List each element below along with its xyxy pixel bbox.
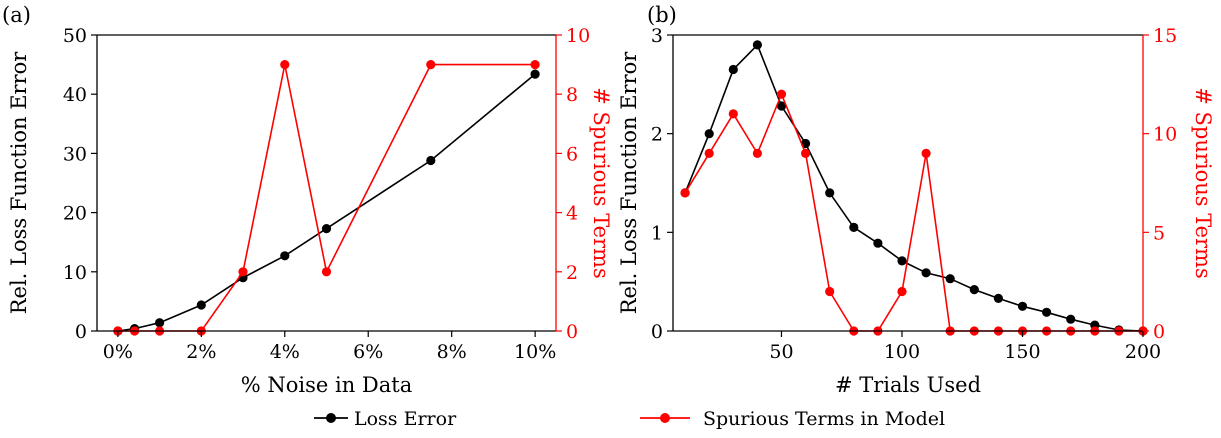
loss-error-line bbox=[117, 73, 536, 332]
y-right-tick-label: 10 bbox=[1153, 124, 1177, 146]
y-right-tick-label: 2 bbox=[566, 262, 578, 284]
y-right-tick-label: 8 bbox=[566, 84, 578, 106]
loss-error-point bbox=[752, 40, 763, 50]
legend-label: Spurious Terms in Model bbox=[703, 408, 945, 430]
loss-error-point bbox=[728, 64, 738, 75]
x-tick-label: 4% bbox=[270, 341, 300, 363]
panel-a: 0% 2% 4% 6% 8% 10% 0 10 20 30 40 50 0 2 4 6 8 10 % Noise i… bbox=[2, 3, 613, 397]
x-tick-label: 10% bbox=[514, 341, 556, 363]
y-right-axis-label: # Spurious Terms bbox=[589, 87, 613, 279]
y-left-tick-label: 1 bbox=[651, 222, 663, 244]
spurious-terms-point bbox=[801, 148, 811, 158]
x-tick-label: 200 bbox=[1125, 341, 1161, 363]
loss-error-point bbox=[825, 188, 835, 198]
y-left-tick-label: 50 bbox=[63, 25, 87, 47]
legend-marker bbox=[326, 413, 336, 423]
spurious-terms-point bbox=[238, 267, 248, 277]
spurious-terms-point bbox=[321, 267, 332, 277]
loss-error-point bbox=[1042, 307, 1052, 317]
spurious-terms-point bbox=[728, 109, 738, 119]
y-left-tick-label: 10 bbox=[63, 262, 87, 284]
y-left-axis-label: Rel. Loss Function Error bbox=[617, 51, 641, 315]
loss-error-point bbox=[993, 293, 1004, 303]
spurious-terms-point bbox=[897, 286, 907, 297]
loss-error-point bbox=[704, 129, 714, 139]
y-left-tick-label: 2 bbox=[651, 124, 663, 146]
loss-error-point bbox=[426, 155, 436, 166]
spurious-terms-point bbox=[680, 188, 690, 198]
spurious-terms-point bbox=[530, 60, 540, 70]
x-tick-label: 150 bbox=[1004, 341, 1040, 363]
loss-error-point bbox=[969, 285, 979, 295]
y-left-tick-label: 20 bbox=[63, 203, 87, 225]
x-tick-label: 100 bbox=[884, 341, 920, 363]
spurious-terms-point bbox=[426, 60, 436, 70]
y-right-tick-label: 5 bbox=[1153, 222, 1165, 244]
loss-error-point bbox=[873, 238, 883, 248]
loss-error-point bbox=[321, 224, 332, 234]
x-tick-label: 2% bbox=[186, 341, 216, 363]
spurious-terms-point bbox=[776, 89, 787, 99]
loss-error-point bbox=[1017, 301, 1028, 311]
y-right-tick-label: 6 bbox=[566, 143, 578, 165]
y-left-axis-label: Rel. Loss Function Error bbox=[7, 51, 31, 315]
x-tick-label: 6% bbox=[353, 341, 383, 363]
spurious-terms-point bbox=[752, 148, 763, 158]
y-right-tick-label: 4 bbox=[566, 203, 578, 225]
spurious-terms-line bbox=[684, 92, 1143, 332]
loss-error-point bbox=[921, 268, 931, 278]
y-left-tick-label: 30 bbox=[63, 143, 87, 165]
y-left-tick-label: 0 bbox=[75, 321, 87, 343]
y-left-tick-label: 0 bbox=[651, 321, 663, 343]
y-left-tick-label: 40 bbox=[63, 84, 87, 106]
loss-error-point bbox=[196, 300, 206, 310]
y-right-tick-label: 0 bbox=[566, 321, 578, 343]
loss-error-point bbox=[776, 101, 787, 111]
spurious-terms-line bbox=[117, 63, 536, 332]
loss-error-point bbox=[530, 69, 540, 79]
y-right-tick-label: 0 bbox=[1153, 321, 1165, 343]
loss-error-line bbox=[684, 43, 1144, 332]
y-left-tick-label: 3 bbox=[651, 25, 663, 47]
spurious-terms-point bbox=[921, 148, 931, 158]
loss-error-point bbox=[897, 256, 907, 266]
panel-label: (b) bbox=[647, 3, 677, 27]
x-axis-label: # Trials Used bbox=[835, 373, 981, 397]
loss-error-point bbox=[1066, 314, 1076, 324]
legend-marker bbox=[660, 413, 670, 423]
spurious-terms-point bbox=[704, 148, 714, 158]
legend: Loss Error Spurious Terms in Model bbox=[314, 408, 945, 430]
x-tick-label: 0% bbox=[103, 341, 133, 363]
loss-error-point bbox=[280, 251, 290, 261]
y-right-axis-label: # Spurious Terms bbox=[1191, 87, 1215, 279]
x-tick-label: 50 bbox=[769, 341, 793, 363]
spurious-terms-point bbox=[280, 60, 290, 70]
y-right-tick-label: 15 bbox=[1153, 25, 1177, 47]
panel-label: (a) bbox=[2, 3, 31, 27]
spurious-terms-point bbox=[825, 286, 835, 297]
legend-label: Loss Error bbox=[354, 408, 457, 430]
x-tick-label: 8% bbox=[437, 341, 467, 363]
loss-error-point bbox=[945, 274, 955, 284]
x-axis-label: % Noise in Data bbox=[241, 373, 412, 397]
loss-error-point bbox=[155, 318, 165, 328]
loss-error-point bbox=[849, 222, 859, 232]
y-right-tick-label: 10 bbox=[566, 25, 590, 47]
